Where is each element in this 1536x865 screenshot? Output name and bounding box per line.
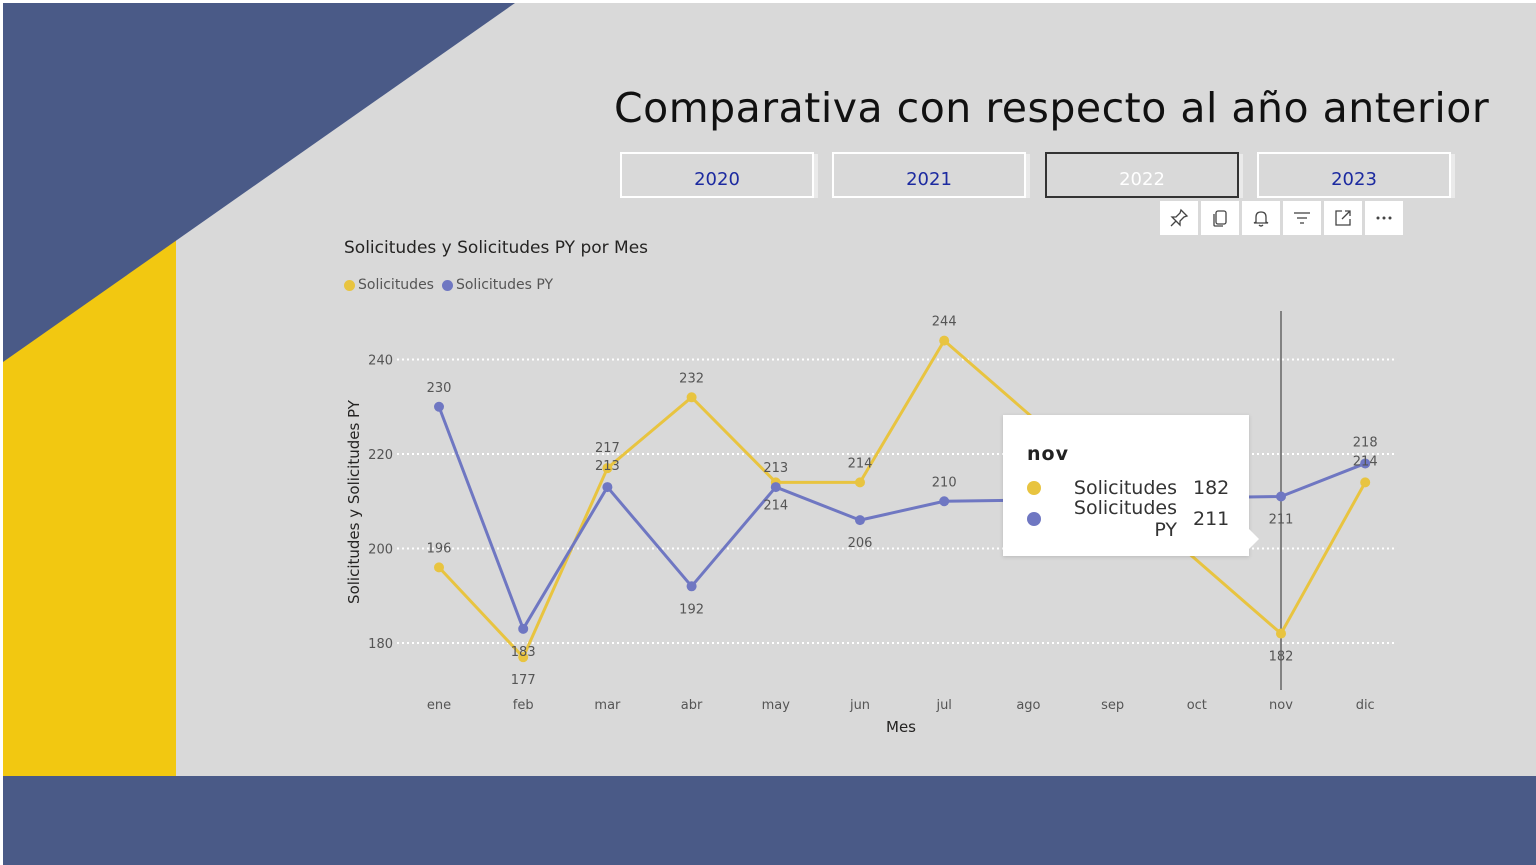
data-label: 213 — [595, 459, 620, 474]
data-point — [939, 496, 950, 507]
data-label: 214 — [848, 456, 873, 471]
data-point — [939, 335, 950, 346]
more-options-icon[interactable] — [1365, 201, 1403, 235]
x-tick-label: feb — [513, 698, 534, 713]
data-point — [686, 581, 697, 592]
tooltip-marker — [1027, 512, 1041, 526]
x-tick-label: dic — [1356, 698, 1375, 713]
visual-header-toolbar — [1160, 201, 1403, 235]
legend-label: Solicitudes PY — [455, 277, 554, 293]
data-point — [1360, 458, 1371, 469]
y-axis: 180 200 220 240 — [368, 354, 393, 653]
legend-marker-solicitudes-py — [441, 279, 453, 291]
year-button-label: 2020 — [694, 169, 740, 190]
year-button-label: 2022 — [1119, 169, 1165, 190]
data-point — [434, 401, 444, 412]
x-tick-label: mar — [594, 698, 621, 713]
filter-icon[interactable] — [1283, 201, 1321, 235]
pin-icon[interactable] — [1160, 201, 1198, 235]
data-label: 244 — [932, 315, 957, 330]
legend-marker-solicitudes — [344, 279, 355, 291]
tooltip-label: Solicitudes PY — [1073, 497, 1177, 541]
page-title: Comparativa con respecto al año anterior — [614, 84, 1490, 132]
y-tick-label: 240 — [368, 354, 393, 369]
tooltip-row: Solicitudes PY 211 — [1027, 497, 1230, 541]
data-label: 196 — [427, 541, 452, 556]
navy-corner-triangle — [3, 3, 515, 362]
tooltip-value: 182 — [1193, 477, 1230, 499]
data-label: 192 — [679, 602, 704, 617]
year-button-2022[interactable]: 2022 — [1045, 152, 1243, 198]
data-label: 214 — [1353, 454, 1378, 469]
data-point — [518, 652, 529, 663]
data-point — [434, 562, 444, 573]
bell-icon[interactable] — [1242, 201, 1280, 235]
data-point — [602, 463, 613, 474]
data-label: 230 — [427, 381, 452, 396]
x-tick-label: may — [762, 698, 791, 713]
copy-icon[interactable] — [1201, 201, 1239, 235]
gridlines — [397, 358, 1397, 644]
tooltip-value: 211 — [1193, 508, 1230, 530]
year-button-label: 2021 — [906, 169, 952, 190]
x-tick-label: sep — [1101, 698, 1124, 713]
x-axis-title: Mes — [886, 718, 916, 736]
navy-footer-band — [3, 776, 1536, 865]
data-label: 218 — [1353, 435, 1378, 450]
year-button-2020[interactable]: 2020 — [620, 152, 818, 198]
data-point — [1276, 491, 1286, 502]
data-point — [855, 477, 865, 488]
data-point — [770, 482, 781, 493]
tooltip-marker — [1027, 481, 1041, 495]
tooltip-label: Solicitudes — [1073, 477, 1177, 499]
chart-legend: Solicitudes Solicitudes PY — [344, 277, 553, 293]
data-point — [1360, 477, 1371, 488]
legend-item-solicitudes-py[interactable]: Solicitudes PY — [441, 277, 554, 293]
chart-title: Solicitudes y Solicitudes PY por Mes — [344, 238, 649, 258]
year-button-2021[interactable]: 2021 — [832, 152, 1030, 198]
data-label: 182 — [1269, 650, 1294, 665]
data-label: 206 — [848, 536, 873, 551]
y-axis-title: Solicitudes y Solicitudes PY — [345, 399, 363, 604]
data-label: 213 — [763, 461, 788, 476]
x-tick-label: jun — [849, 698, 870, 713]
data-label: 214 — [763, 498, 788, 513]
y-tick-label: 180 — [368, 637, 393, 652]
data-label: 210 — [932, 475, 957, 490]
year-button-label: 2023 — [1331, 169, 1377, 190]
tooltip-pointer — [1247, 527, 1259, 551]
x-tick-label: abr — [681, 698, 703, 713]
x-tick-label: nov — [1269, 698, 1293, 713]
x-axis: ene feb mar abr may jun jul ago sep oct nov dic — [427, 698, 1375, 713]
data-point — [855, 515, 865, 526]
data-label: 211 — [1269, 513, 1294, 528]
x-tick-label: jul — [935, 698, 951, 713]
year-button-2023[interactable]: 2023 — [1257, 152, 1455, 198]
data-point — [686, 392, 697, 403]
data-label: 217 — [595, 441, 620, 456]
data-point — [1276, 628, 1286, 639]
tooltip-heading: nov — [1027, 443, 1069, 465]
legend-label: Solicitudes — [358, 277, 434, 293]
data-point — [518, 623, 529, 634]
data-label: 177 — [511, 673, 536, 688]
x-tick-label: oct — [1187, 698, 1207, 713]
tooltip-row: Solicitudes 182 — [1027, 475, 1230, 501]
x-tick-label: ago — [1016, 698, 1040, 713]
x-tick-label: ene — [427, 698, 451, 713]
y-tick-label: 220 — [368, 448, 393, 463]
data-label: 232 — [679, 371, 704, 386]
data-label: 183 — [511, 645, 536, 660]
focus-mode-icon[interactable] — [1324, 201, 1362, 235]
data-point — [602, 482, 613, 493]
legend-item-solicitudes[interactable]: Solicitudes — [344, 277, 434, 293]
data-labels: 196 177 217 232 214 214 244 182 218 230 183 213 192 2… — [427, 315, 1378, 689]
y-tick-label: 200 — [368, 543, 393, 558]
hover-tooltip: nov Solicitudes 182 Solicitudes PY 211 — [1003, 415, 1259, 556]
